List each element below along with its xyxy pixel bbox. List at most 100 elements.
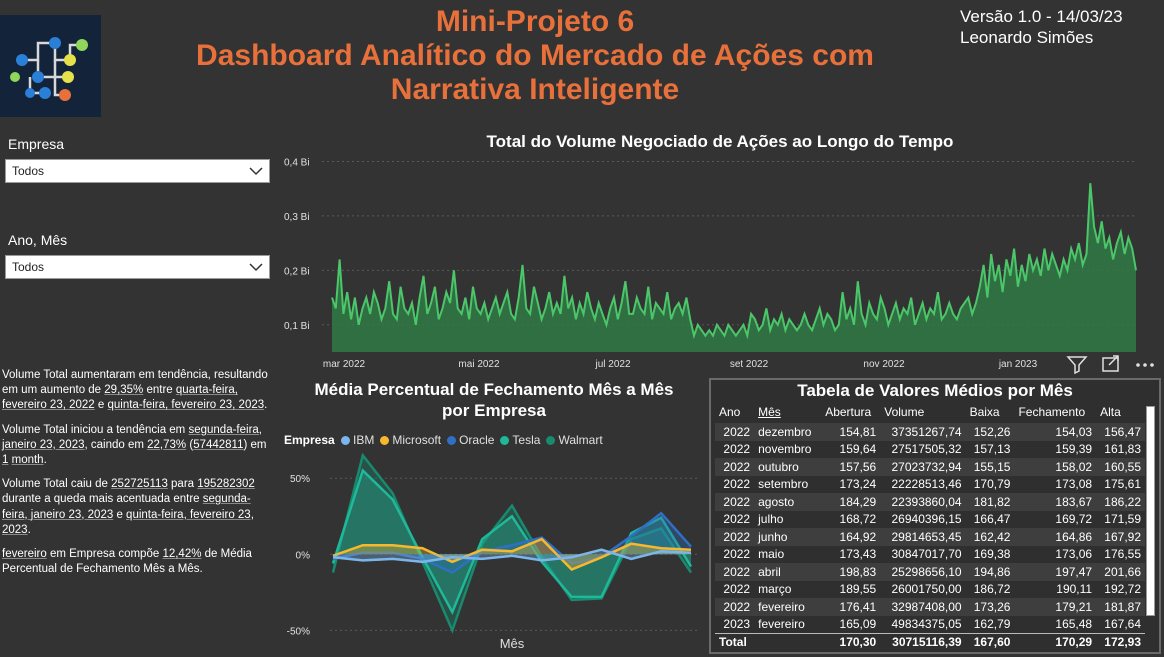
legend-dot-icon (380, 436, 390, 445)
table-row[interactable]: 2022 novembro 159,64 27517505,32 157,13 159,3… (715, 440, 1145, 458)
table-cell: 190,11 (1014, 580, 1097, 598)
empresa-slicer-dropdown[interactable]: Todos (5, 159, 270, 183)
table-row[interactable]: 2022 abril 198,83 25298656,10 194,86 197,47 20… (715, 563, 1145, 581)
narrative-fragment: de Média Percentual de Fechamento Mês a … (2, 548, 252, 576)
circuit-logo-icon (10, 37, 88, 101)
table-cell: 176,41 (821, 598, 881, 616)
column-header[interactable]: Volume (884, 405, 925, 419)
title-line-3: Narrativa Inteligente (390, 73, 680, 106)
narrative-fragment: ) em (243, 438, 267, 451)
legend-dot-icon (447, 436, 457, 445)
table-cell: Total (715, 632, 755, 651)
anomes-slicer-dropdown[interactable]: Todos (5, 255, 270, 279)
table-cell: 30715116,39 (880, 632, 966, 651)
narrative-fragment: Volume Total aumentaram em tendência, re… (2, 369, 268, 397)
table-cell: 157,13 (965, 440, 1015, 458)
version-label: Versão 1.0 - 14/03/23 (960, 7, 1123, 26)
series-line-tesla (331, 468, 693, 616)
column-header[interactable]: Ano (719, 405, 741, 419)
table-cell: 32987408,00 (880, 598, 966, 616)
narrative-fragment: 12,42% (162, 548, 202, 561)
title-line-1: Mini-Projeto 6 (435, 5, 635, 38)
legend-label: Oracle (459, 433, 495, 447)
focus-mode-icon[interactable] (1100, 354, 1122, 374)
narrative-fragment: quarta-feira, fevereiro 23, 2022 (2, 384, 238, 412)
table-cell: 173,24 (821, 475, 881, 493)
monthly-pct-title-line-2: por Empresa (442, 401, 546, 420)
narrative-fragment: 1 (2, 454, 9, 467)
table-scrollbar[interactable] (1146, 406, 1155, 616)
table-total-row[interactable]: Total 170,30 30715116,39 167,60 170,29 172,93 (715, 632, 1145, 651)
narrative-fragment: segunda-feira, janeiro 23, 2023 (2, 423, 262, 451)
table-cell: 197,47 (1014, 563, 1097, 581)
table-row[interactable]: 2022 julho 168,72 26940396,15 166,47 169,72 17… (715, 510, 1145, 528)
x-axis-label: Mês (500, 636, 525, 651)
author-label: Leonardo Simões (960, 28, 1094, 47)
table-cell: 27517505,32 (880, 440, 966, 458)
column-header[interactable]: Fechamento (1018, 405, 1086, 419)
narrative-fragment: durante a queda mais acentuada entre (2, 493, 203, 506)
table-cell: 173,43 (821, 545, 881, 563)
narrative-fragment: . (43, 454, 47, 467)
table-row[interactable]: 2022 fevereiro 176,41 32987408,00 173,26 179,… (715, 598, 1145, 616)
table-cell: 192,72 (1096, 580, 1145, 598)
filter-icon[interactable] (1066, 354, 1088, 374)
table-row[interactable]: 2022 dezembro 154,81 37351267,74 152,26 154,0… (715, 423, 1145, 441)
table-cell: setembro (754, 475, 822, 493)
table-cell: 173,06 (1014, 545, 1097, 563)
table-cell: 186,22 (1096, 493, 1145, 511)
narrative-fragment: 22,73% (147, 438, 187, 451)
table-cell: 49834375,05 (880, 615, 966, 633)
logo (0, 15, 101, 117)
table-cell: julho (754, 510, 822, 528)
column-header[interactable]: Baixa (969, 405, 1000, 419)
legend-item[interactable]: IBM (341, 433, 377, 447)
table-cell: 167,92 (1096, 528, 1145, 546)
narrative-fragment: e (113, 508, 127, 521)
title-line-2: Dashboard Analítico do Mercado de Ações … (196, 39, 874, 72)
legend-dot-icon (341, 436, 351, 445)
volume-area-chart[interactable]: 0,1 Bi 0,2 Bi 0,3 Bi 0,4 Bi mar 2022 mai 2022… (280, 152, 1160, 374)
legend-item[interactable]: Microsoft (380, 433, 444, 447)
x-tick-label: mar 2022 (323, 359, 366, 370)
table-cell: 194,86 (965, 563, 1015, 581)
legend-item[interactable]: Oracle (447, 433, 497, 447)
table-row[interactable]: 2022 setembro 173,24 22228513,46 170,79 173,0… (715, 475, 1145, 493)
column-header[interactable]: Abertura (825, 405, 872, 419)
y-tick-label: -50% (287, 626, 310, 637)
monthly-averages-table-visual[interactable]: Tabela de Valores Médios por Mês Ano Mês A… (709, 378, 1161, 654)
table-cell: 198,83 (821, 563, 881, 581)
column-header[interactable]: Mês (758, 405, 781, 419)
narrative-fragment: 57442811 (193, 438, 244, 451)
table-row[interactable]: 2023 fevereiro 165,09 49834375,05 162,79 165,… (715, 615, 1145, 633)
table-row[interactable]: 2022 agosto 184,29 22393860,04 181,82 183,67 1… (715, 493, 1145, 511)
table-row[interactable]: 2022 março 189,55 26001750,00 186,72 190,11 19… (715, 580, 1145, 598)
table-cell: 170,29 (1014, 632, 1097, 651)
table-cell: 186,72 (965, 580, 1015, 598)
series-area-walmart (333, 455, 691, 631)
more-options-icon[interactable] (1134, 354, 1156, 374)
table-cell: 30847017,70 (880, 545, 966, 563)
y-tick-label: 0,1 Bi (284, 321, 310, 332)
narrative-fragment: . (27, 523, 31, 536)
table-row[interactable]: 2022 outubro 157,56 27023732,94 155,15 158,02… (715, 458, 1145, 476)
table-cell: 183,67 (1014, 493, 1097, 511)
narrative-fragment: em Empresa compõe (46, 548, 163, 561)
table-cell: 168,72 (821, 510, 881, 528)
table-cell: 189,55 (821, 580, 881, 598)
column-header[interactable]: Alta (1100, 405, 1121, 419)
legend-label: IBM (353, 433, 375, 447)
x-tick-label: mai 2022 (458, 359, 500, 370)
table-cell: 167,60 (965, 632, 1015, 651)
table-row[interactable]: 2022 junho 164,92 29814653,45 162,42 164,86 16… (715, 528, 1145, 546)
monthly-pct-legend: Empresa IBM Microsoft Oracle Tesla Walmart (284, 433, 612, 447)
series-area-ibm (333, 549, 691, 562)
table-cell: 201,66 (1096, 563, 1145, 581)
legend-item[interactable]: Walmart (546, 433, 605, 447)
legend-item[interactable]: Tesla (500, 433, 543, 447)
series-line-microsoft (332, 537, 692, 571)
monthly-pct-area-chart[interactable]: 50% 0% -50% Mês (278, 448, 708, 655)
narrative-fragment: 195282302 (197, 478, 255, 491)
table-row[interactable]: 2022 maio 173,43 30847017,70 169,38 173,06 176… (715, 545, 1145, 563)
narrative-fragment: . (264, 399, 268, 412)
